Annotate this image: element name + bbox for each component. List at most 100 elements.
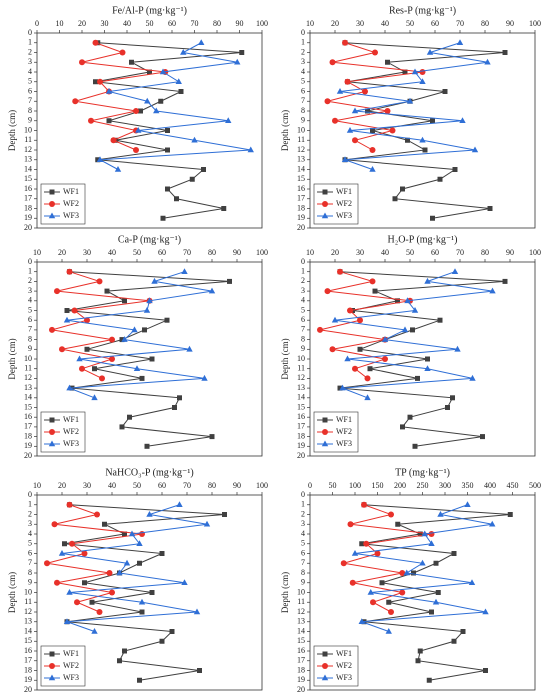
x-tick-label: 30: [356, 19, 364, 28]
marker: [138, 598, 146, 605]
y-tick-label: 1: [28, 267, 32, 276]
x-tick-label: 40: [108, 481, 116, 490]
marker: [97, 78, 103, 85]
y-tick-label: 14: [24, 164, 32, 173]
marker: [322, 651, 328, 657]
marker: [324, 98, 331, 105]
marker: [144, 443, 150, 449]
y-tick-label: 18: [297, 665, 305, 674]
series-line: [334, 271, 493, 399]
marker: [136, 540, 143, 547]
marker: [344, 355, 351, 362]
y-tick-label: 15: [297, 402, 305, 411]
y-tick-label: 10: [24, 587, 32, 596]
marker: [44, 560, 50, 567]
marker: [201, 374, 208, 381]
y-tick-label: 9: [28, 578, 32, 587]
marker: [63, 316, 71, 323]
y-tick-label: 19: [24, 213, 32, 222]
marker: [96, 278, 103, 285]
marker: [352, 137, 358, 144]
y-tick-label: 3: [301, 286, 305, 295]
marker: [137, 677, 142, 683]
y-tick-label: 16: [24, 646, 32, 655]
y-tick-label: 4: [28, 67, 32, 76]
marker: [433, 560, 439, 566]
y-tick-label: 16: [297, 412, 305, 421]
y-tick-label: 16: [24, 412, 32, 421]
marker: [428, 531, 435, 537]
x-tick-label: 0: [308, 481, 312, 490]
marker: [139, 375, 145, 381]
y-tick-label: 11: [297, 364, 305, 373]
marker: [400, 424, 405, 430]
y-tick-label: 13: [24, 155, 32, 164]
marker: [452, 167, 458, 172]
marker: [175, 78, 182, 85]
marker: [454, 345, 461, 352]
marker: [386, 599, 392, 605]
y-tick-label: 17: [297, 194, 305, 203]
marker: [367, 366, 373, 372]
series-line: [51, 271, 150, 379]
y-tick-label: 14: [24, 626, 32, 635]
y-axis-label: Depth (cm): [7, 572, 17, 613]
marker: [419, 78, 426, 85]
marker: [105, 88, 113, 94]
marker: [234, 58, 241, 65]
y-tick-label: 7: [301, 558, 305, 567]
marker: [64, 308, 70, 313]
x-tick-label: 20: [331, 19, 339, 28]
y-tick-label: 6: [301, 86, 305, 95]
y-tick-label: 5: [301, 77, 305, 86]
x-tick-label: 90: [233, 481, 241, 490]
marker: [165, 147, 170, 153]
marker: [403, 569, 410, 576]
marker: [247, 146, 254, 153]
y-tick-label: 15: [297, 636, 305, 645]
panel-title: NaHCO₃-P (mg·kg⁻¹): [105, 467, 193, 478]
y-tick-label: 2: [301, 276, 305, 285]
series-line: [46, 504, 143, 613]
x-tick-label: 30: [83, 481, 91, 490]
marker: [357, 317, 363, 324]
marker: [92, 366, 97, 372]
marker: [385, 59, 390, 65]
y-tick-label: 15: [24, 174, 32, 183]
marker: [451, 268, 459, 274]
x-tick-label: 80: [481, 248, 489, 257]
marker: [109, 336, 115, 343]
y-tick-label: 7: [301, 96, 305, 105]
x-tick-label: 40: [381, 19, 389, 28]
x-tick-label: 20: [331, 248, 339, 257]
marker: [370, 128, 375, 133]
legend-label: WF1: [63, 649, 79, 658]
y-tick-label: 0: [301, 257, 305, 266]
y-axis-label: Depth (cm): [7, 110, 17, 151]
marker: [121, 336, 128, 342]
y-tick-label: 20: [297, 451, 305, 460]
marker: [82, 580, 87, 586]
marker: [341, 156, 349, 163]
marker: [384, 108, 391, 114]
y-tick-label: 8: [301, 334, 305, 343]
marker: [227, 278, 232, 284]
marker: [336, 88, 344, 94]
marker: [139, 609, 145, 615]
y-tick-label: 13: [297, 617, 305, 626]
marker: [369, 147, 376, 153]
marker: [411, 570, 416, 576]
x-tick-label: 200: [394, 481, 406, 490]
marker: [225, 117, 232, 124]
x-tick-label: 90: [236, 19, 244, 28]
x-tick-label: 70: [191, 19, 199, 28]
y-tick-label: 8: [28, 568, 32, 577]
marker: [109, 589, 115, 596]
x-tick-label: 10: [33, 248, 41, 257]
marker: [369, 278, 376, 285]
marker: [424, 277, 431, 284]
marker: [133, 108, 139, 114]
y-tick-label: 17: [24, 194, 32, 203]
x-tick-label: 450: [507, 481, 519, 490]
y-tick-label: 18: [297, 431, 305, 440]
